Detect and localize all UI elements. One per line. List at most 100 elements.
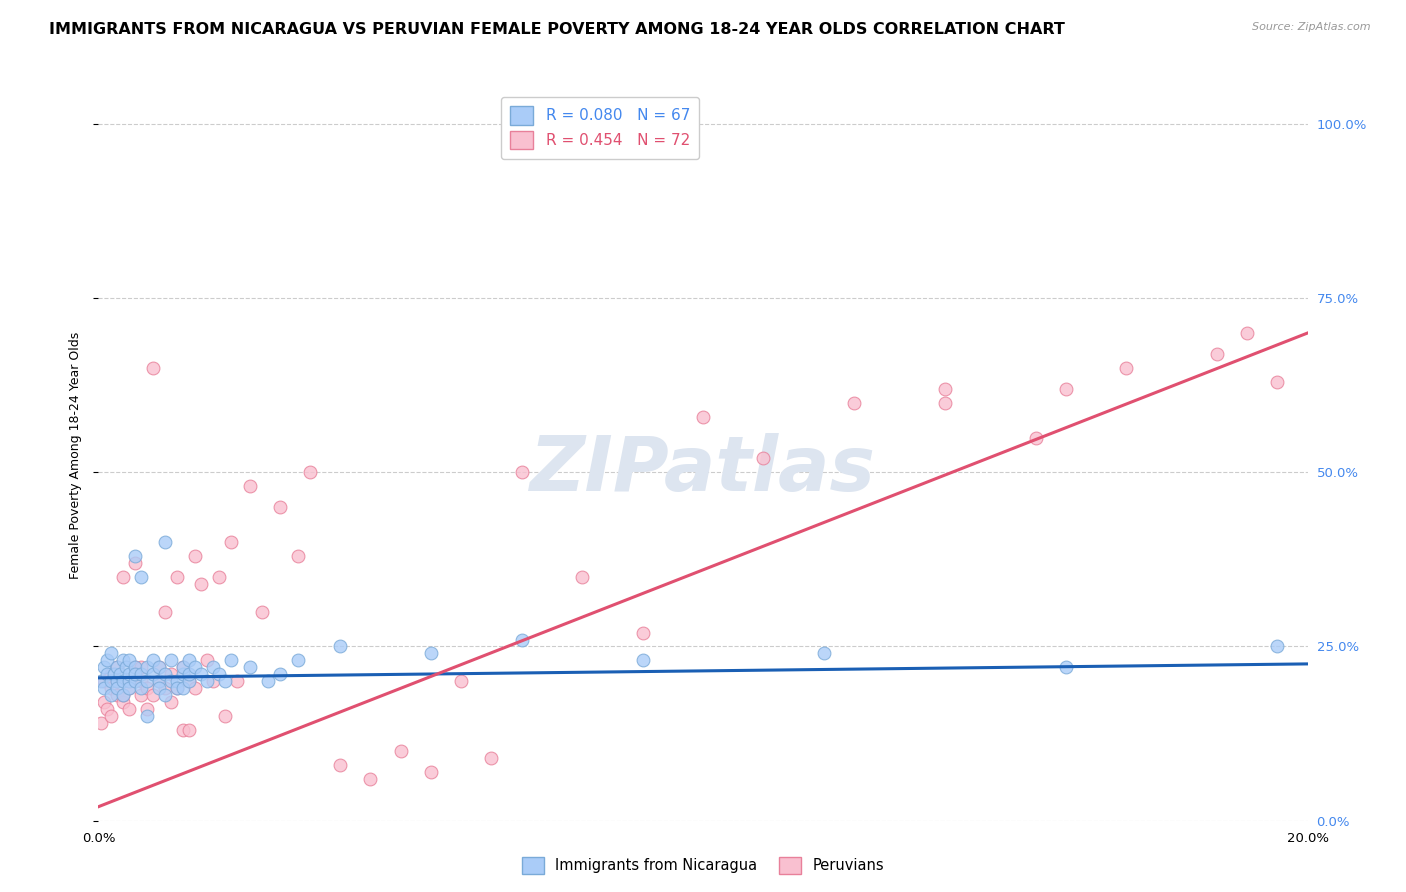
Point [153, 688, 176, 702]
Point [148, 660, 170, 674]
Point [124, 660, 146, 674]
Point [105, 681, 128, 696]
Point [360, 772, 382, 786]
Point [1054, 660, 1077, 674]
Point [287, 653, 309, 667]
Point [172, 667, 194, 681]
Point [166, 570, 188, 584]
Point [153, 535, 176, 549]
Point [256, 674, 278, 689]
Point [631, 625, 654, 640]
Point [100, 647, 122, 661]
Point [269, 667, 291, 681]
Point [202, 674, 225, 689]
Text: Source: ZipAtlas.com: Source: ZipAtlas.com [1253, 22, 1371, 32]
Point [329, 758, 352, 772]
Point [1115, 360, 1137, 375]
Point [124, 674, 146, 689]
Point [129, 667, 152, 681]
Point [1024, 430, 1046, 444]
Point [208, 570, 231, 584]
Point [153, 605, 176, 619]
Point [129, 688, 152, 702]
Point [105, 660, 128, 674]
Point [96, 702, 118, 716]
Point [190, 667, 212, 681]
Point [1206, 347, 1229, 361]
Point [118, 681, 141, 696]
Point [118, 674, 141, 689]
Point [1267, 640, 1289, 654]
Point [90, 674, 112, 689]
Point [142, 653, 165, 667]
Point [111, 695, 134, 709]
Point [1267, 375, 1289, 389]
Point [160, 653, 183, 667]
Point [184, 660, 207, 674]
Point [135, 709, 157, 723]
Point [160, 667, 183, 681]
Point [510, 632, 533, 647]
Point [118, 667, 141, 681]
Point [510, 466, 533, 480]
Point [105, 674, 128, 689]
Point [118, 681, 141, 696]
Point [287, 549, 309, 563]
Point [129, 674, 152, 689]
Point [111, 674, 134, 689]
Point [202, 660, 225, 674]
Point [124, 549, 146, 563]
Point [214, 674, 236, 689]
Point [813, 647, 835, 661]
Point [184, 681, 207, 696]
Point [172, 723, 194, 737]
Point [166, 681, 188, 696]
Point [184, 549, 207, 563]
Point [179, 674, 201, 689]
Point [105, 674, 128, 689]
Point [114, 660, 136, 674]
Point [172, 681, 194, 696]
Point [172, 660, 194, 674]
Point [1236, 326, 1258, 340]
Point [179, 723, 201, 737]
Point [190, 576, 212, 591]
Point [142, 688, 165, 702]
Point [129, 660, 152, 674]
Point [160, 695, 183, 709]
Point [239, 479, 262, 493]
Point [389, 744, 412, 758]
Point [844, 395, 866, 409]
Point [124, 667, 146, 681]
Point [179, 667, 201, 681]
Point [148, 674, 170, 689]
Point [148, 660, 170, 674]
Point [299, 466, 322, 480]
Point [135, 660, 157, 674]
Point [481, 751, 503, 765]
Point [100, 709, 122, 723]
Text: ZIPatlas: ZIPatlas [530, 433, 876, 507]
Point [571, 570, 593, 584]
Point [142, 360, 165, 375]
Point [111, 688, 134, 702]
Point [934, 382, 956, 396]
Point [111, 570, 134, 584]
Point [118, 653, 141, 667]
Point [100, 681, 122, 696]
Point [135, 681, 157, 696]
Point [93, 660, 115, 674]
Point [172, 660, 194, 674]
Point [105, 688, 128, 702]
Point [135, 674, 157, 689]
Point [100, 674, 122, 689]
Point [214, 709, 236, 723]
Point [129, 570, 152, 584]
Point [93, 695, 115, 709]
Text: IMMIGRANTS FROM NICARAGUA VS PERUVIAN FEMALE POVERTY AMONG 18-24 YEAR OLDS CORRE: IMMIGRANTS FROM NICARAGUA VS PERUVIAN FE… [49, 22, 1066, 37]
Point [239, 660, 262, 674]
Point [631, 653, 654, 667]
Point [118, 674, 141, 689]
Point [124, 660, 146, 674]
Point [108, 667, 131, 681]
